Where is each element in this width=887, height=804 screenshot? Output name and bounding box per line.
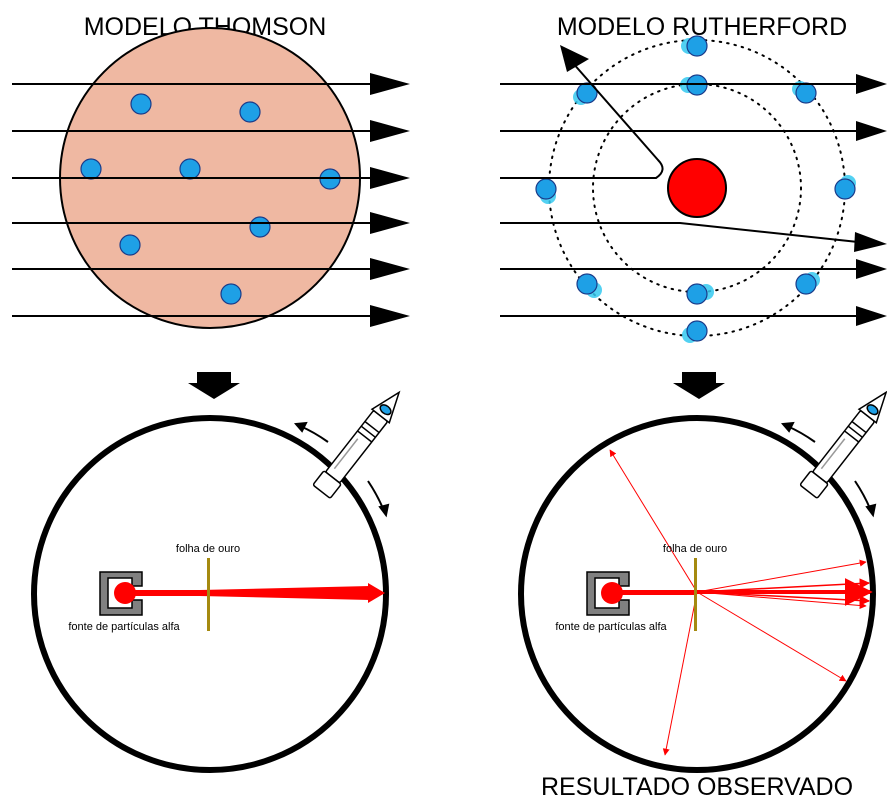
down-arrow-icon xyxy=(673,372,725,399)
electron xyxy=(834,178,856,200)
gold-foil xyxy=(207,558,210,631)
detector-screen xyxy=(518,415,876,773)
detector-screen xyxy=(31,415,389,773)
thomson-alpha-paths xyxy=(12,73,410,327)
gold-foil-label: folha de ouro xyxy=(663,543,727,555)
rutherford-experiment: folha de ouro fonte de partículas alfa xyxy=(518,390,887,773)
electron xyxy=(179,158,201,180)
rotation-arrows-icon xyxy=(293,421,390,518)
alpha-source xyxy=(601,582,623,604)
alpha-source-box xyxy=(99,571,143,616)
electron xyxy=(249,216,271,238)
alpha-source-box xyxy=(586,571,630,616)
electron xyxy=(80,158,102,180)
thomson-experiment: folha de ouro fonte de partículas alfa xyxy=(31,390,401,773)
electron xyxy=(535,178,557,200)
thomson-model xyxy=(12,27,410,329)
title-rutherford: MODELO RUTHERFORD xyxy=(557,13,847,41)
electron xyxy=(576,273,598,295)
electron xyxy=(239,101,261,123)
rotation-arrows-icon xyxy=(780,421,877,518)
electron xyxy=(795,82,817,104)
microscope-detector-icon xyxy=(312,390,401,499)
alpha-beam-arrowhead xyxy=(368,583,385,603)
down-arrow-icon xyxy=(188,372,240,399)
rutherford-model xyxy=(500,35,887,343)
electron xyxy=(686,35,708,57)
alpha-source-label: fonte de partículas alfa xyxy=(68,621,180,633)
alpha-beam xyxy=(130,586,370,600)
nucleus xyxy=(667,158,727,218)
alpha-source-label: fonte de partículas alfa xyxy=(555,621,667,633)
electron xyxy=(220,283,242,305)
electron xyxy=(686,283,708,305)
electron xyxy=(119,234,141,256)
microscope-detector-icon xyxy=(799,390,887,499)
electron xyxy=(130,93,152,115)
alpha-beam xyxy=(617,590,697,595)
gold-foil-label: folha de ouro xyxy=(176,543,240,555)
electron xyxy=(686,320,708,342)
rutherford-electrons xyxy=(535,35,856,343)
caption-observed-result: RESULTADO OBSERVADO xyxy=(541,773,853,801)
rutherford-alpha-paths xyxy=(500,45,887,326)
electron xyxy=(795,273,817,295)
gold-foil xyxy=(694,558,697,631)
scattered-alpha-rays xyxy=(609,449,873,756)
alpha-source xyxy=(114,582,136,604)
